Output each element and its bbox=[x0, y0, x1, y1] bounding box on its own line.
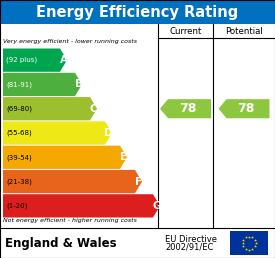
Polygon shape bbox=[3, 73, 82, 96]
Polygon shape bbox=[3, 97, 97, 120]
Text: England & Wales: England & Wales bbox=[5, 237, 117, 249]
Text: (39-54): (39-54) bbox=[6, 154, 32, 160]
Text: (92 plus): (92 plus) bbox=[6, 57, 37, 63]
Text: 2002/91/EC: 2002/91/EC bbox=[165, 243, 213, 252]
Bar bbox=[0, 228, 275, 258]
Text: EU Directive: EU Directive bbox=[165, 236, 217, 245]
Polygon shape bbox=[3, 146, 127, 169]
Polygon shape bbox=[219, 99, 270, 118]
Text: (55-68): (55-68) bbox=[6, 130, 32, 136]
Text: 78: 78 bbox=[179, 102, 196, 115]
Text: A: A bbox=[59, 55, 67, 65]
Text: G: G bbox=[152, 201, 161, 211]
Text: (21-38): (21-38) bbox=[6, 178, 32, 185]
Bar bbox=[0, 0, 275, 24]
Polygon shape bbox=[3, 194, 160, 217]
Text: Potential: Potential bbox=[225, 27, 263, 36]
Polygon shape bbox=[3, 121, 112, 145]
Polygon shape bbox=[160, 99, 211, 118]
Text: F: F bbox=[135, 176, 142, 187]
Text: Energy Efficiency Rating: Energy Efficiency Rating bbox=[36, 4, 239, 20]
Text: C: C bbox=[90, 104, 97, 114]
Text: (81-91): (81-91) bbox=[6, 81, 32, 88]
Text: D: D bbox=[104, 128, 113, 138]
Text: Very energy efficient - lower running costs: Very energy efficient - lower running co… bbox=[3, 39, 137, 44]
Text: B: B bbox=[75, 79, 82, 90]
Text: Not energy efficient - higher running costs: Not energy efficient - higher running co… bbox=[3, 218, 137, 223]
Bar bbox=[230, 231, 268, 255]
Text: (1-20): (1-20) bbox=[6, 203, 28, 209]
Text: (69-80): (69-80) bbox=[6, 106, 32, 112]
Text: Current: Current bbox=[169, 27, 202, 36]
Polygon shape bbox=[3, 170, 142, 193]
Text: E: E bbox=[120, 152, 127, 162]
Text: 78: 78 bbox=[237, 102, 255, 115]
Polygon shape bbox=[3, 49, 67, 72]
